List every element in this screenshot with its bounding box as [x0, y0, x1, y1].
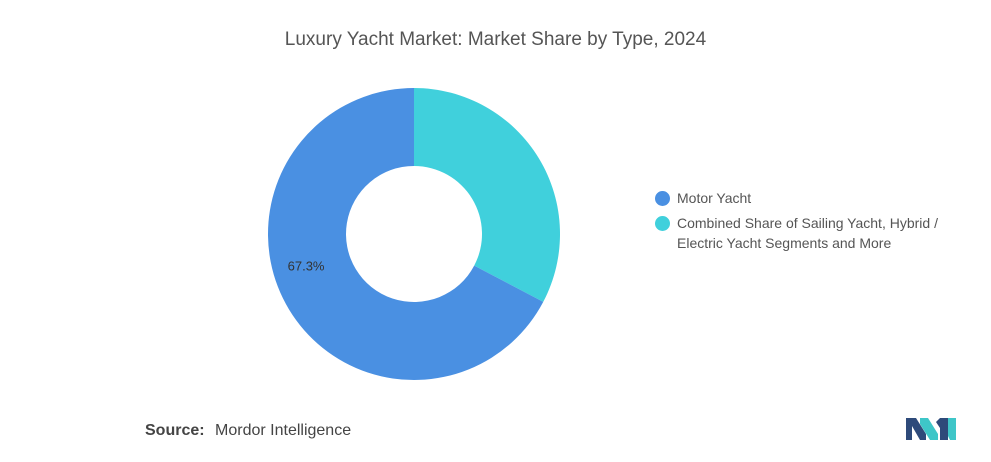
chart-title: Luxury Yacht Market: Market Share by Typ… [284, 29, 707, 50]
legend: Motor Yacht Combined Share of Sailing Ya… [655, 188, 975, 258]
legend-label-combined-share: Combined Share of Sailing Yacht, Hybrid … [677, 215, 938, 251]
donut-slice-motor-yacht[interactable] [268, 88, 544, 380]
donut-slice-combined-share[interactable] [414, 88, 560, 302]
legend-swatch-combined-share [655, 216, 670, 231]
legend-item-motor-yacht[interactable]: Motor Yacht [655, 188, 975, 208]
source-text: Mordor Intelligence [215, 422, 352, 439]
source-line: Source: Mordor Intelligence [145, 422, 351, 440]
slice-label-motor-yacht: 67.3% [288, 259, 325, 274]
legend-item-combined-share[interactable]: Combined Share of Sailing Yacht, Hybrid … [655, 213, 975, 253]
mordor-intelligence-logo-icon [906, 418, 956, 440]
source-label: Source: [145, 422, 205, 439]
donut-slices [268, 88, 560, 380]
legend-label-motor-yacht: Motor Yacht [677, 190, 752, 206]
slice-labels: 67.3% [288, 259, 325, 274]
legend-swatch-motor-yacht [655, 191, 670, 206]
